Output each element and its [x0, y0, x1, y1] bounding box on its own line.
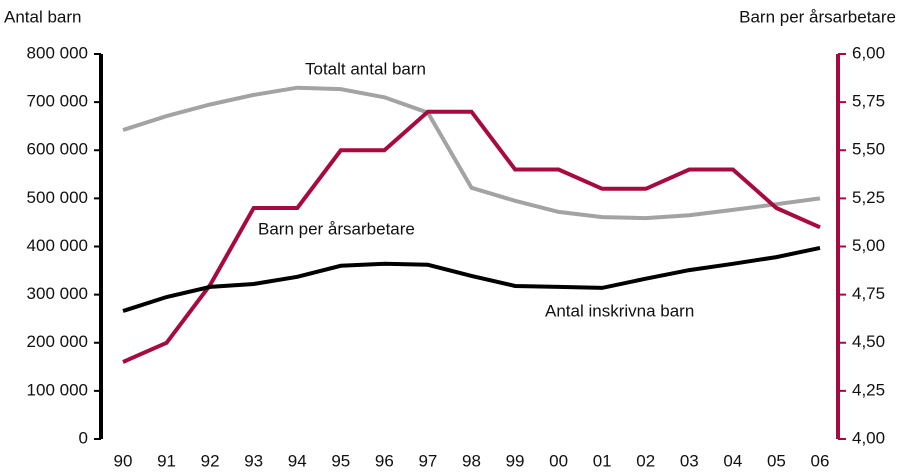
- x-tick-label: 95: [331, 451, 350, 470]
- series-label: Barn per årsarbetare: [258, 219, 415, 238]
- x-tick-label: 03: [680, 451, 699, 470]
- x-tick-label: 01: [593, 451, 612, 470]
- y-tick-label: 800 000: [27, 43, 88, 62]
- y-tick-label: 100 000: [27, 380, 88, 399]
- y-tick-label: 0: [79, 428, 88, 447]
- y2-tick-label: 4,25: [852, 380, 885, 399]
- y-tick-label: 400 000: [27, 236, 88, 255]
- x-tick-label: 00: [549, 451, 568, 470]
- y2-tick-label: 5,00: [852, 236, 885, 255]
- x-tick-label: 02: [636, 451, 655, 470]
- series-line: [122, 109, 821, 364]
- x-tick-label: 91: [157, 451, 176, 470]
- y2-tick-label: 4,50: [852, 332, 885, 351]
- y-tick-label: 600 000: [27, 140, 88, 159]
- y2-tick-label: 4,75: [852, 284, 885, 303]
- y-tick-label: 700 000: [27, 92, 88, 111]
- x-tick-label: 90: [114, 451, 133, 470]
- series-label: Totalt antal barn: [305, 59, 426, 78]
- y2-tick-label: 4,00: [852, 428, 885, 447]
- y-tick-label: 500 000: [27, 188, 88, 207]
- series-line: [122, 85, 821, 221]
- x-tick-label: 93: [244, 451, 263, 470]
- x-tick-label: 92: [201, 451, 220, 470]
- series-line: [122, 245, 821, 313]
- x-tick-label: 97: [418, 451, 437, 470]
- y2-tick-label: 5,50: [852, 140, 885, 159]
- y-tick-label: 200 000: [27, 332, 88, 351]
- y-axis-title: Antal barn: [4, 7, 82, 26]
- y-tick-label: 300 000: [27, 284, 88, 303]
- x-tick-label: 96: [375, 451, 394, 470]
- x-tick-label: 04: [723, 451, 742, 470]
- x-tick-label: 98: [462, 451, 481, 470]
- series-label: Antal inskrivna barn: [545, 301, 694, 320]
- y2-tick-label: 6,00: [852, 43, 885, 62]
- y2-tick-label: 5,75: [852, 92, 885, 111]
- x-tick-label: 99: [506, 451, 525, 470]
- y2-tick-label: 5,25: [852, 188, 885, 207]
- y2-axis-title: Barn per årsarbetare: [739, 7, 896, 26]
- x-tick-label: 05: [767, 451, 786, 470]
- x-tick-label: 94: [288, 451, 307, 470]
- x-tick-label: 06: [811, 451, 830, 470]
